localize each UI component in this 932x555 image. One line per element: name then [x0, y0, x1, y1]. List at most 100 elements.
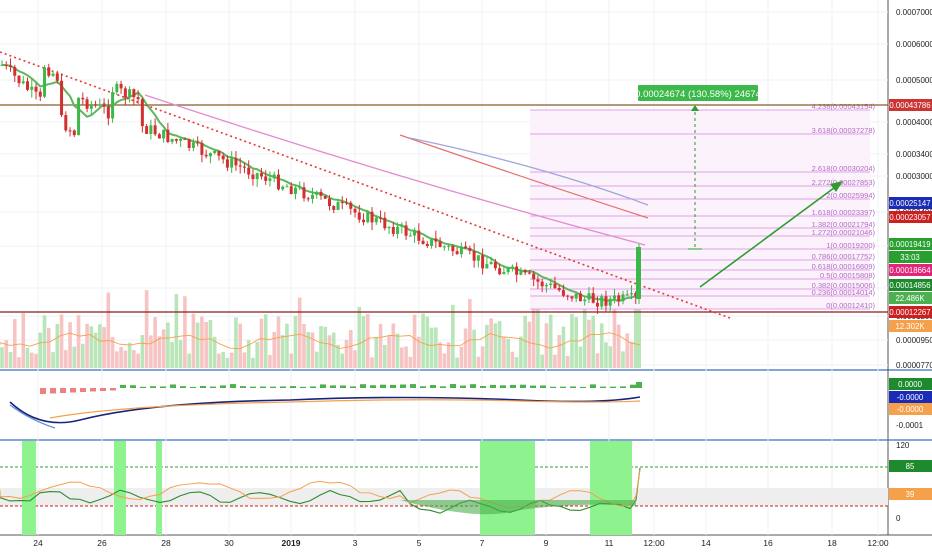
candle-body: [502, 272, 506, 275]
volume-bar: [0, 347, 4, 368]
candle-body: [464, 246, 468, 249]
volume-bar: [149, 335, 153, 368]
volume-bar: [208, 319, 213, 368]
volume-bar: [38, 332, 43, 368]
macd-histogram-bar: [290, 386, 296, 388]
candle-body: [328, 198, 332, 207]
candle-body: [221, 155, 225, 160]
signal-zone: [156, 441, 162, 535]
volume-bar: [93, 332, 98, 368]
price-tag: 0.00012267: [889, 308, 930, 317]
volume-bar: [59, 314, 64, 368]
volume-bar: [557, 335, 561, 368]
price-tag-bg: [889, 251, 932, 263]
volume-bar: [306, 331, 311, 368]
volume-bar: [434, 327, 438, 368]
volume-bar: [553, 354, 557, 368]
candle-body: [77, 97, 81, 136]
macd-histogram-bar: [370, 385, 376, 388]
candle-body: [30, 86, 34, 90]
candle-body: [285, 186, 289, 188]
volume-bar: [72, 346, 77, 368]
macd-histogram-bar: [520, 384, 526, 388]
macd-histogram-bar: [580, 386, 586, 388]
macd-histogram-bar: [180, 386, 186, 388]
price-tag: 0.00043786: [889, 101, 930, 110]
price-tag: 33:03: [900, 253, 920, 262]
candle-body: [570, 296, 574, 299]
candle-body: [417, 230, 421, 241]
fib-label: 1.272(0.00021046): [812, 228, 876, 237]
volume-bar: [336, 344, 340, 368]
macd-histogram-bar: [190, 386, 196, 388]
volume-bar: [493, 323, 498, 368]
candle-body: [230, 158, 234, 168]
candle-body: [519, 270, 523, 275]
candle-body: [425, 243, 429, 246]
candle-body: [145, 126, 149, 134]
volume-bar: [616, 324, 621, 368]
measure-tool[interactable]: 0.00024674 (130.58%) 24674: [635, 85, 761, 250]
volume-bar: [629, 341, 634, 368]
price-tag: 0.00014856: [889, 281, 930, 290]
price-tag-bg: [889, 292, 932, 304]
candle-body: [510, 266, 514, 268]
volume-bar: [383, 344, 387, 368]
macd-histogram-bar: [70, 388, 76, 393]
fib-label: 2.618(0.00030204): [812, 164, 876, 173]
macd-histogram-bar: [460, 385, 466, 388]
candle-body: [128, 89, 132, 98]
volume-bar: [536, 307, 540, 368]
candle-body: [636, 247, 641, 299]
rsi-fill: [400, 500, 636, 515]
macd-tag-bg: [889, 391, 932, 403]
candle-body: [51, 73, 55, 76]
candle-body: [123, 88, 127, 98]
time-label: 28: [161, 538, 171, 548]
volume-bar: [272, 331, 277, 368]
signal-line: [49, 399, 641, 419]
candle-body: [111, 92, 115, 119]
candle-body: [242, 166, 246, 168]
volume-bar: [353, 350, 357, 368]
candle-body: [629, 293, 633, 295]
macd-tick: -0.0001: [896, 421, 924, 430]
candle-body: [213, 150, 217, 154]
volume-bar: [523, 315, 527, 368]
volume-bar: [204, 322, 208, 368]
volume-bar: [365, 314, 370, 368]
macd-histogram-bar: [330, 385, 336, 388]
candle-body: [523, 270, 527, 273]
candle-body: [617, 295, 621, 302]
time-axis[interactable]: 24 26 28 30 2019 3 5 7 9 11 12:00 14 16 18 12:00: [33, 538, 889, 548]
volume-bar: [599, 323, 604, 368]
projection-arrow[interactable]: [699, 181, 843, 288]
candle-body: [234, 158, 238, 166]
candle-body: [81, 97, 85, 100]
volume-bar: [527, 321, 532, 368]
candle-body: [434, 238, 438, 242]
candlesticks: [0, 58, 641, 314]
candle-body: [578, 293, 582, 302]
candle-body: [310, 194, 314, 199]
price-tag-bg: [889, 238, 932, 250]
macd-histogram-bar: [100, 388, 106, 391]
candle-body: [587, 293, 591, 300]
volume-bar: [293, 316, 298, 368]
macd-histogram-bar: [210, 386, 216, 388]
candle-body: [336, 202, 340, 210]
fib-extension[interactable]: 4.236(0.00043154) 3.618(0.00037278) 2.618(…: [530, 102, 876, 310]
time-label: 18: [827, 538, 837, 548]
candle-body: [38, 91, 42, 97]
signal-zone: [22, 441, 36, 535]
volume-bar: [98, 324, 102, 368]
volume-bar: [17, 357, 21, 368]
volume-bar: [280, 335, 285, 368]
candle-body: [481, 255, 485, 269]
candle-body: [612, 295, 616, 299]
macd-histogram-bar: [560, 386, 566, 388]
volume-bar: [166, 322, 170, 368]
candle-body: [17, 75, 21, 84]
